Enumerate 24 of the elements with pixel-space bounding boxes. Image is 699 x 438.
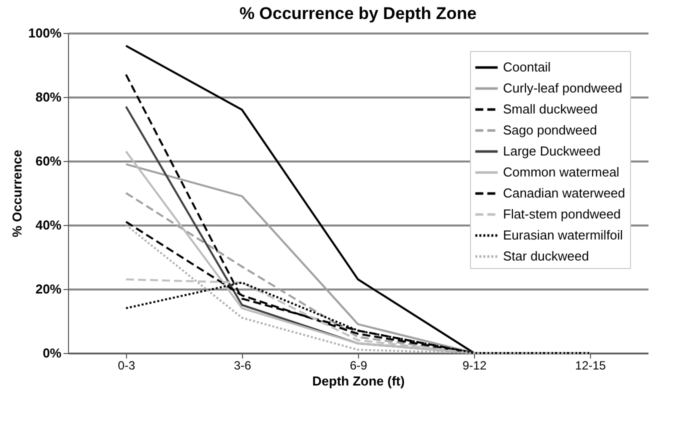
y-tick-label: 60% (35, 154, 62, 168)
y-tick-label: 40% (35, 218, 62, 232)
y-axis-title: % Occurrence (9, 150, 24, 238)
x-tick-label: 3-6 (234, 358, 252, 372)
x-tick-label: 12-15 (575, 358, 606, 372)
y-tick-label: 100% (28, 26, 62, 40)
y-tick-label: 0% (42, 346, 62, 360)
legend-label: Sago pondweed (503, 122, 597, 138)
y-tick-label: 20% (35, 282, 62, 296)
chart-title: % Occurrence by Depth Zone (239, 4, 477, 23)
legend-label: Small duckweed (503, 102, 598, 116)
legend-label: Large Duckweed (503, 144, 601, 158)
legend-label: Common watermeal (503, 164, 620, 180)
legend-label: Flat-stem pondweed (503, 206, 621, 222)
legend-label: Coontail (503, 60, 551, 74)
x-tick-label: 6-9 (350, 358, 368, 372)
y-tick-label: 80% (35, 90, 62, 104)
x-axis-title: Depth Zone (ft) (312, 374, 405, 388)
legend-label: Star duckweed (503, 248, 589, 264)
legend-label: Eurasian watermilfoil (503, 228, 624, 242)
x-tick-label: 0-3 (118, 358, 136, 372)
legend-label: Canadian waterweed (503, 186, 626, 200)
legend-label: Curly-leaf pondweed (503, 80, 622, 96)
x-tick-label: 9-12 (462, 358, 487, 372)
